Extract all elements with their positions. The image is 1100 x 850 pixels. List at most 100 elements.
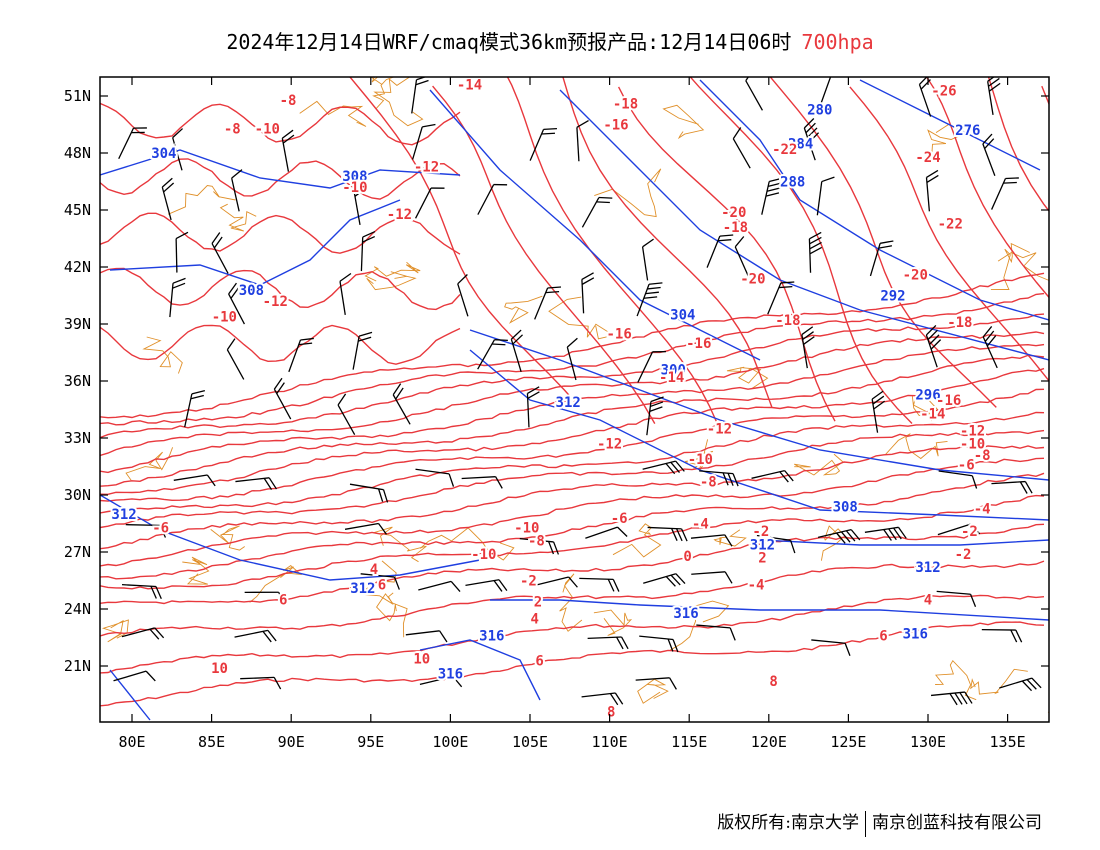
boundary-line	[366, 271, 417, 291]
temperature-label: -24	[915, 150, 940, 166]
boundary-line	[101, 619, 129, 643]
temperature-label: -12	[597, 437, 622, 453]
height-label: 312	[915, 560, 940, 576]
wind-barb	[936, 590, 977, 607]
wind-barb	[349, 483, 389, 503]
height-label: 308	[342, 169, 367, 185]
wind-barb	[982, 133, 996, 176]
contour-labels: 3043083082802762842882922963043003123083…	[109, 77, 992, 722]
isotherm	[100, 388, 1045, 502]
wind-barb	[991, 177, 1019, 210]
lat-label: 36N	[64, 372, 91, 390]
wind-barb	[938, 470, 978, 489]
temperature-label: -10	[471, 547, 496, 563]
temperature-label: -16	[936, 393, 961, 409]
boundary-line	[612, 523, 662, 558]
isotherm	[349, 77, 581, 408]
height-label: 304	[151, 146, 176, 162]
temperature-label: -8	[700, 475, 717, 491]
wind-barb	[353, 182, 367, 225]
lat-label: 45N	[64, 201, 91, 219]
wind-barb	[636, 282, 663, 317]
boundary-line	[970, 668, 1028, 695]
wind-barb	[184, 389, 206, 428]
lon-label: 120E	[751, 733, 787, 751]
lat-label: 39N	[64, 315, 91, 333]
wind-barb	[767, 281, 795, 315]
title-main: 2024年12月14日WRF/cmaq模式36km预报产品:12月14日06时	[226, 30, 792, 54]
wind-barb	[581, 692, 624, 706]
boundary-line	[504, 295, 543, 324]
isotherm	[100, 621, 1045, 707]
lat-label: 27N	[64, 543, 91, 561]
boundary-line	[593, 609, 633, 636]
wind-barb	[869, 240, 894, 277]
temperature-label: -22	[772, 142, 797, 158]
height-label: 292	[880, 289, 905, 305]
wind-barb	[418, 580, 461, 592]
wind-barb	[172, 128, 184, 171]
height-contour	[469, 349, 1049, 521]
wind-barb	[587, 636, 629, 650]
temperature-label: -4	[974, 501, 991, 517]
wind-barb	[337, 393, 356, 436]
wind-barb	[808, 231, 823, 273]
temperature-label: -8	[974, 448, 991, 464]
boundary-line	[594, 168, 662, 218]
wind-barb	[411, 123, 436, 160]
temperature-label: -14	[457, 78, 482, 94]
temperature-label: 4	[924, 593, 932, 609]
wind-barb	[576, 120, 589, 162]
height-label: 316	[903, 627, 928, 643]
height-contour	[859, 79, 1041, 171]
temperature-label: 2	[758, 551, 766, 567]
wind-barb	[226, 338, 245, 380]
wind-barb	[987, 77, 1001, 115]
isotherm	[100, 457, 1045, 567]
wind-barb	[756, 534, 796, 554]
wind-barb	[991, 480, 1033, 494]
temperature-label: -8	[224, 121, 241, 137]
lon-label: 80E	[118, 733, 145, 751]
temperature-label: -18	[947, 315, 972, 331]
temperature-label: -8	[280, 93, 297, 109]
temperature-label: -20	[740, 271, 765, 287]
lon-label: 125E	[830, 733, 866, 751]
lon-label: 90E	[278, 733, 305, 751]
wind-barb	[801, 326, 815, 369]
temperature-label: -6	[611, 511, 628, 527]
wind-barb	[999, 677, 1042, 692]
temperature-label: 10	[211, 661, 228, 677]
height-label: 276	[955, 123, 980, 139]
wind-barb	[360, 573, 400, 590]
temperature-label: -4	[692, 517, 709, 533]
height-label: 288	[780, 175, 805, 191]
temperature-label: 10	[413, 651, 430, 667]
wind-barb	[585, 526, 628, 539]
temperature-label: 8	[769, 674, 777, 690]
wind-barb	[228, 282, 245, 325]
isotherm	[100, 594, 1045, 674]
wind-barb	[234, 629, 277, 643]
temperature-label: -16	[607, 327, 632, 343]
temperature-label: 6	[378, 577, 386, 593]
wind-barb	[288, 337, 314, 373]
boundary-line	[935, 659, 977, 701]
wind-barb	[419, 675, 463, 688]
isotherm	[100, 158, 461, 200]
boundary-line	[713, 529, 747, 547]
isotherm	[100, 411, 1045, 514]
temperature-label: -2	[752, 524, 769, 540]
wind-barb	[639, 635, 679, 653]
map-frame	[99, 76, 1050, 723]
wind-barb	[519, 537, 560, 555]
temperature-label: -22	[938, 216, 963, 232]
temperature-label: -2	[961, 524, 978, 540]
wind-barb	[871, 390, 886, 433]
wind-barb	[461, 476, 503, 489]
wind-barb	[405, 630, 448, 643]
height-label: 296	[915, 387, 940, 403]
height-label: 308	[239, 283, 264, 299]
isotherm	[432, 85, 656, 424]
wind-barb	[113, 670, 156, 682]
